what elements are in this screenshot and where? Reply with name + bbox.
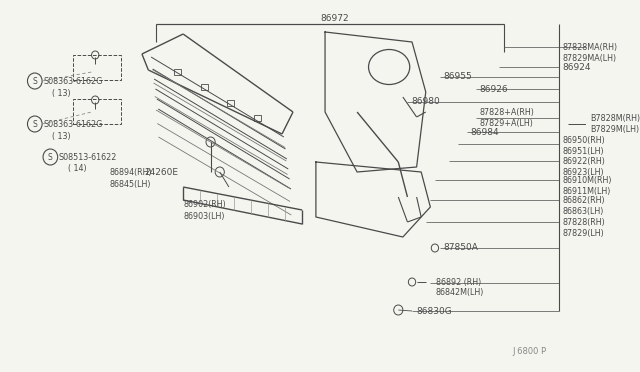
Text: B7829M(LH): B7829M(LH) [591,125,640,134]
Text: S: S [48,153,52,161]
Text: J 6800 P: J 6800 P [513,347,547,356]
Text: 86923(LH): 86923(LH) [562,167,604,176]
Text: 86980: 86980 [411,96,440,106]
Text: 86951(LH): 86951(LH) [562,147,604,155]
Text: 86892 (RH): 86892 (RH) [436,278,481,286]
Text: 87828+A(RH): 87828+A(RH) [480,108,534,116]
Text: S08363-6162G: S08363-6162G [43,119,102,128]
Text: 87829MA(LH): 87829MA(LH) [562,54,616,62]
Text: 86894(RH): 86894(RH) [110,167,152,176]
Text: ( 14): ( 14) [68,164,86,173]
Text: 87828(RH): 87828(RH) [562,218,605,227]
Text: 86972: 86972 [320,13,349,22]
Text: ( 13): ( 13) [52,131,71,141]
Text: S08513-61622: S08513-61622 [59,153,117,161]
Text: 86926: 86926 [480,84,508,93]
Text: 86862(RH): 86862(RH) [562,196,605,205]
Text: 86922(RH): 86922(RH) [562,157,605,166]
Bar [174,68,181,75]
Text: 86924: 86924 [562,62,591,71]
Text: 86903(LH): 86903(LH) [183,212,225,221]
Text: 86863(LH): 86863(LH) [562,206,604,215]
Text: 86842M(LH): 86842M(LH) [436,289,484,298]
Text: 87829(LH): 87829(LH) [562,228,604,237]
Text: ( 13): ( 13) [52,89,71,97]
Bar [227,100,234,106]
Text: S: S [33,77,37,86]
Text: B7828M(RH): B7828M(RH) [591,113,640,122]
Text: 86984: 86984 [470,128,499,137]
Text: 87829+A(LH): 87829+A(LH) [480,119,534,128]
Bar [253,115,261,121]
Text: 87850A: 87850A [443,244,478,253]
Text: 86955: 86955 [443,71,472,80]
Bar [200,84,208,90]
Text: 86845(LH): 86845(LH) [110,180,152,189]
Text: 24260E: 24260E [145,167,179,176]
Text: 87828MA(RH): 87828MA(RH) [562,42,618,51]
Text: S: S [33,119,37,128]
Text: 86830G: 86830G [417,307,452,315]
Text: 86950(RH): 86950(RH) [562,135,605,144]
Text: 86910M(RH): 86910M(RH) [562,176,612,185]
Text: 86911M(LH): 86911M(LH) [562,186,611,196]
Text: S08363-6162G: S08363-6162G [43,77,102,86]
Text: 86902(RH): 86902(RH) [183,199,226,208]
